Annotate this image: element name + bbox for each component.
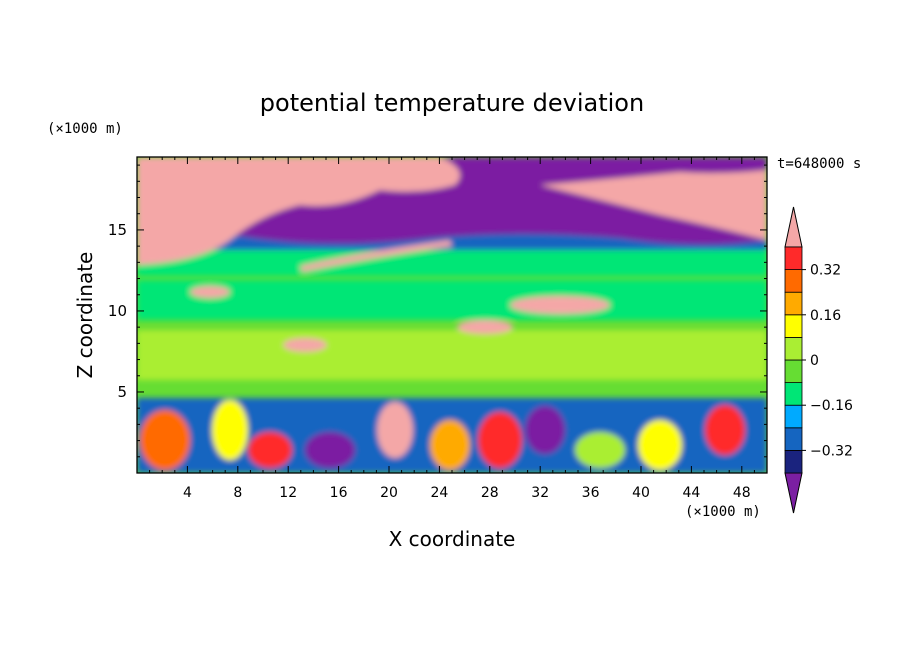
x-axis-label: X coordinate bbox=[389, 527, 516, 551]
cell-c bbox=[248, 432, 292, 468]
x-tick-label: 44 bbox=[682, 485, 700, 501]
region-pink-blob-d bbox=[457, 320, 513, 334]
x-tick-label: 28 bbox=[481, 485, 499, 501]
x-axis: 4 8 12 16 20 24 28 32 36 40 44 48 bbox=[149, 157, 755, 501]
colorbar-swatch bbox=[784, 404, 803, 429]
x-tick-label: 20 bbox=[380, 485, 398, 501]
heatmap-field bbox=[137, 157, 767, 473]
cell-k bbox=[705, 405, 745, 455]
time-label: t=648000 s bbox=[777, 156, 861, 172]
x-tick-label: 12 bbox=[279, 485, 297, 501]
x-tick-label: 36 bbox=[582, 485, 600, 501]
band-mid-green bbox=[137, 330, 767, 380]
x-tick-label: 32 bbox=[531, 485, 549, 501]
colorbar-extend-top bbox=[784, 206, 803, 248]
colorbar-tick-label: −0.32 bbox=[810, 443, 853, 459]
colorbar: 0.32 0.16 0 −0.16 −0.32 bbox=[784, 206, 853, 514]
colorbar-tick-label: −0.16 bbox=[810, 398, 853, 414]
cell-d bbox=[305, 432, 355, 468]
colorbar-tick-label: 0.32 bbox=[810, 263, 841, 279]
x-unit-label: (×1000 m) bbox=[685, 504, 761, 520]
region-pink-streak bbox=[300, 240, 452, 272]
x-tick-label: 4 bbox=[183, 485, 192, 501]
region-pink-blob-c bbox=[283, 338, 327, 352]
y-unit-label: (×1000 m) bbox=[47, 121, 123, 137]
colorbar-swatch bbox=[784, 427, 803, 451]
x-tick-label: 48 bbox=[733, 485, 751, 501]
cell-g bbox=[478, 412, 522, 468]
region-pink-blob-a bbox=[510, 296, 610, 314]
colorbar-swatch bbox=[784, 246, 803, 271]
colorbar-swatch bbox=[784, 269, 803, 293]
colorbar-swatch bbox=[784, 449, 803, 474]
x-tick-label: 40 bbox=[632, 485, 650, 501]
x-tick-label: 24 bbox=[430, 485, 448, 501]
y-tick-label: 15 bbox=[108, 221, 127, 239]
cell-f bbox=[430, 420, 470, 470]
y-tick-label: 10 bbox=[108, 302, 127, 320]
colorbar-swatch bbox=[784, 336, 803, 361]
region-pink-upper-left bbox=[137, 157, 460, 265]
colorbar-tick-label: 0.16 bbox=[810, 308, 841, 324]
region-pink-blob-b bbox=[190, 286, 230, 298]
band-cyan-upper bbox=[137, 280, 767, 320]
x-tick-label: 8 bbox=[233, 485, 242, 501]
y-axis-label: Z coordinate bbox=[73, 252, 97, 379]
cell-e bbox=[377, 402, 413, 458]
colorbar-swatch bbox=[784, 314, 803, 338]
cell-j bbox=[638, 420, 682, 470]
region-pink-upper-right bbox=[540, 170, 767, 240]
colorbar-extend-bottom bbox=[784, 472, 803, 514]
colorbar-swatch bbox=[784, 382, 803, 406]
cell-a bbox=[140, 410, 190, 470]
y-tick-label: 5 bbox=[117, 383, 127, 401]
cell-b bbox=[212, 400, 248, 460]
colorbar-swatch bbox=[784, 359, 803, 384]
y-axis: 5 10 15 bbox=[108, 164, 767, 458]
colorbar-tick-label: 0 bbox=[810, 353, 819, 369]
cell-i bbox=[575, 432, 625, 468]
chart-title: potential temperature deviation bbox=[260, 89, 644, 117]
colorbar-swatch bbox=[784, 291, 803, 316]
band-teal bbox=[137, 248, 767, 276]
cell-h bbox=[525, 406, 565, 454]
x-tick-label: 16 bbox=[330, 485, 348, 501]
